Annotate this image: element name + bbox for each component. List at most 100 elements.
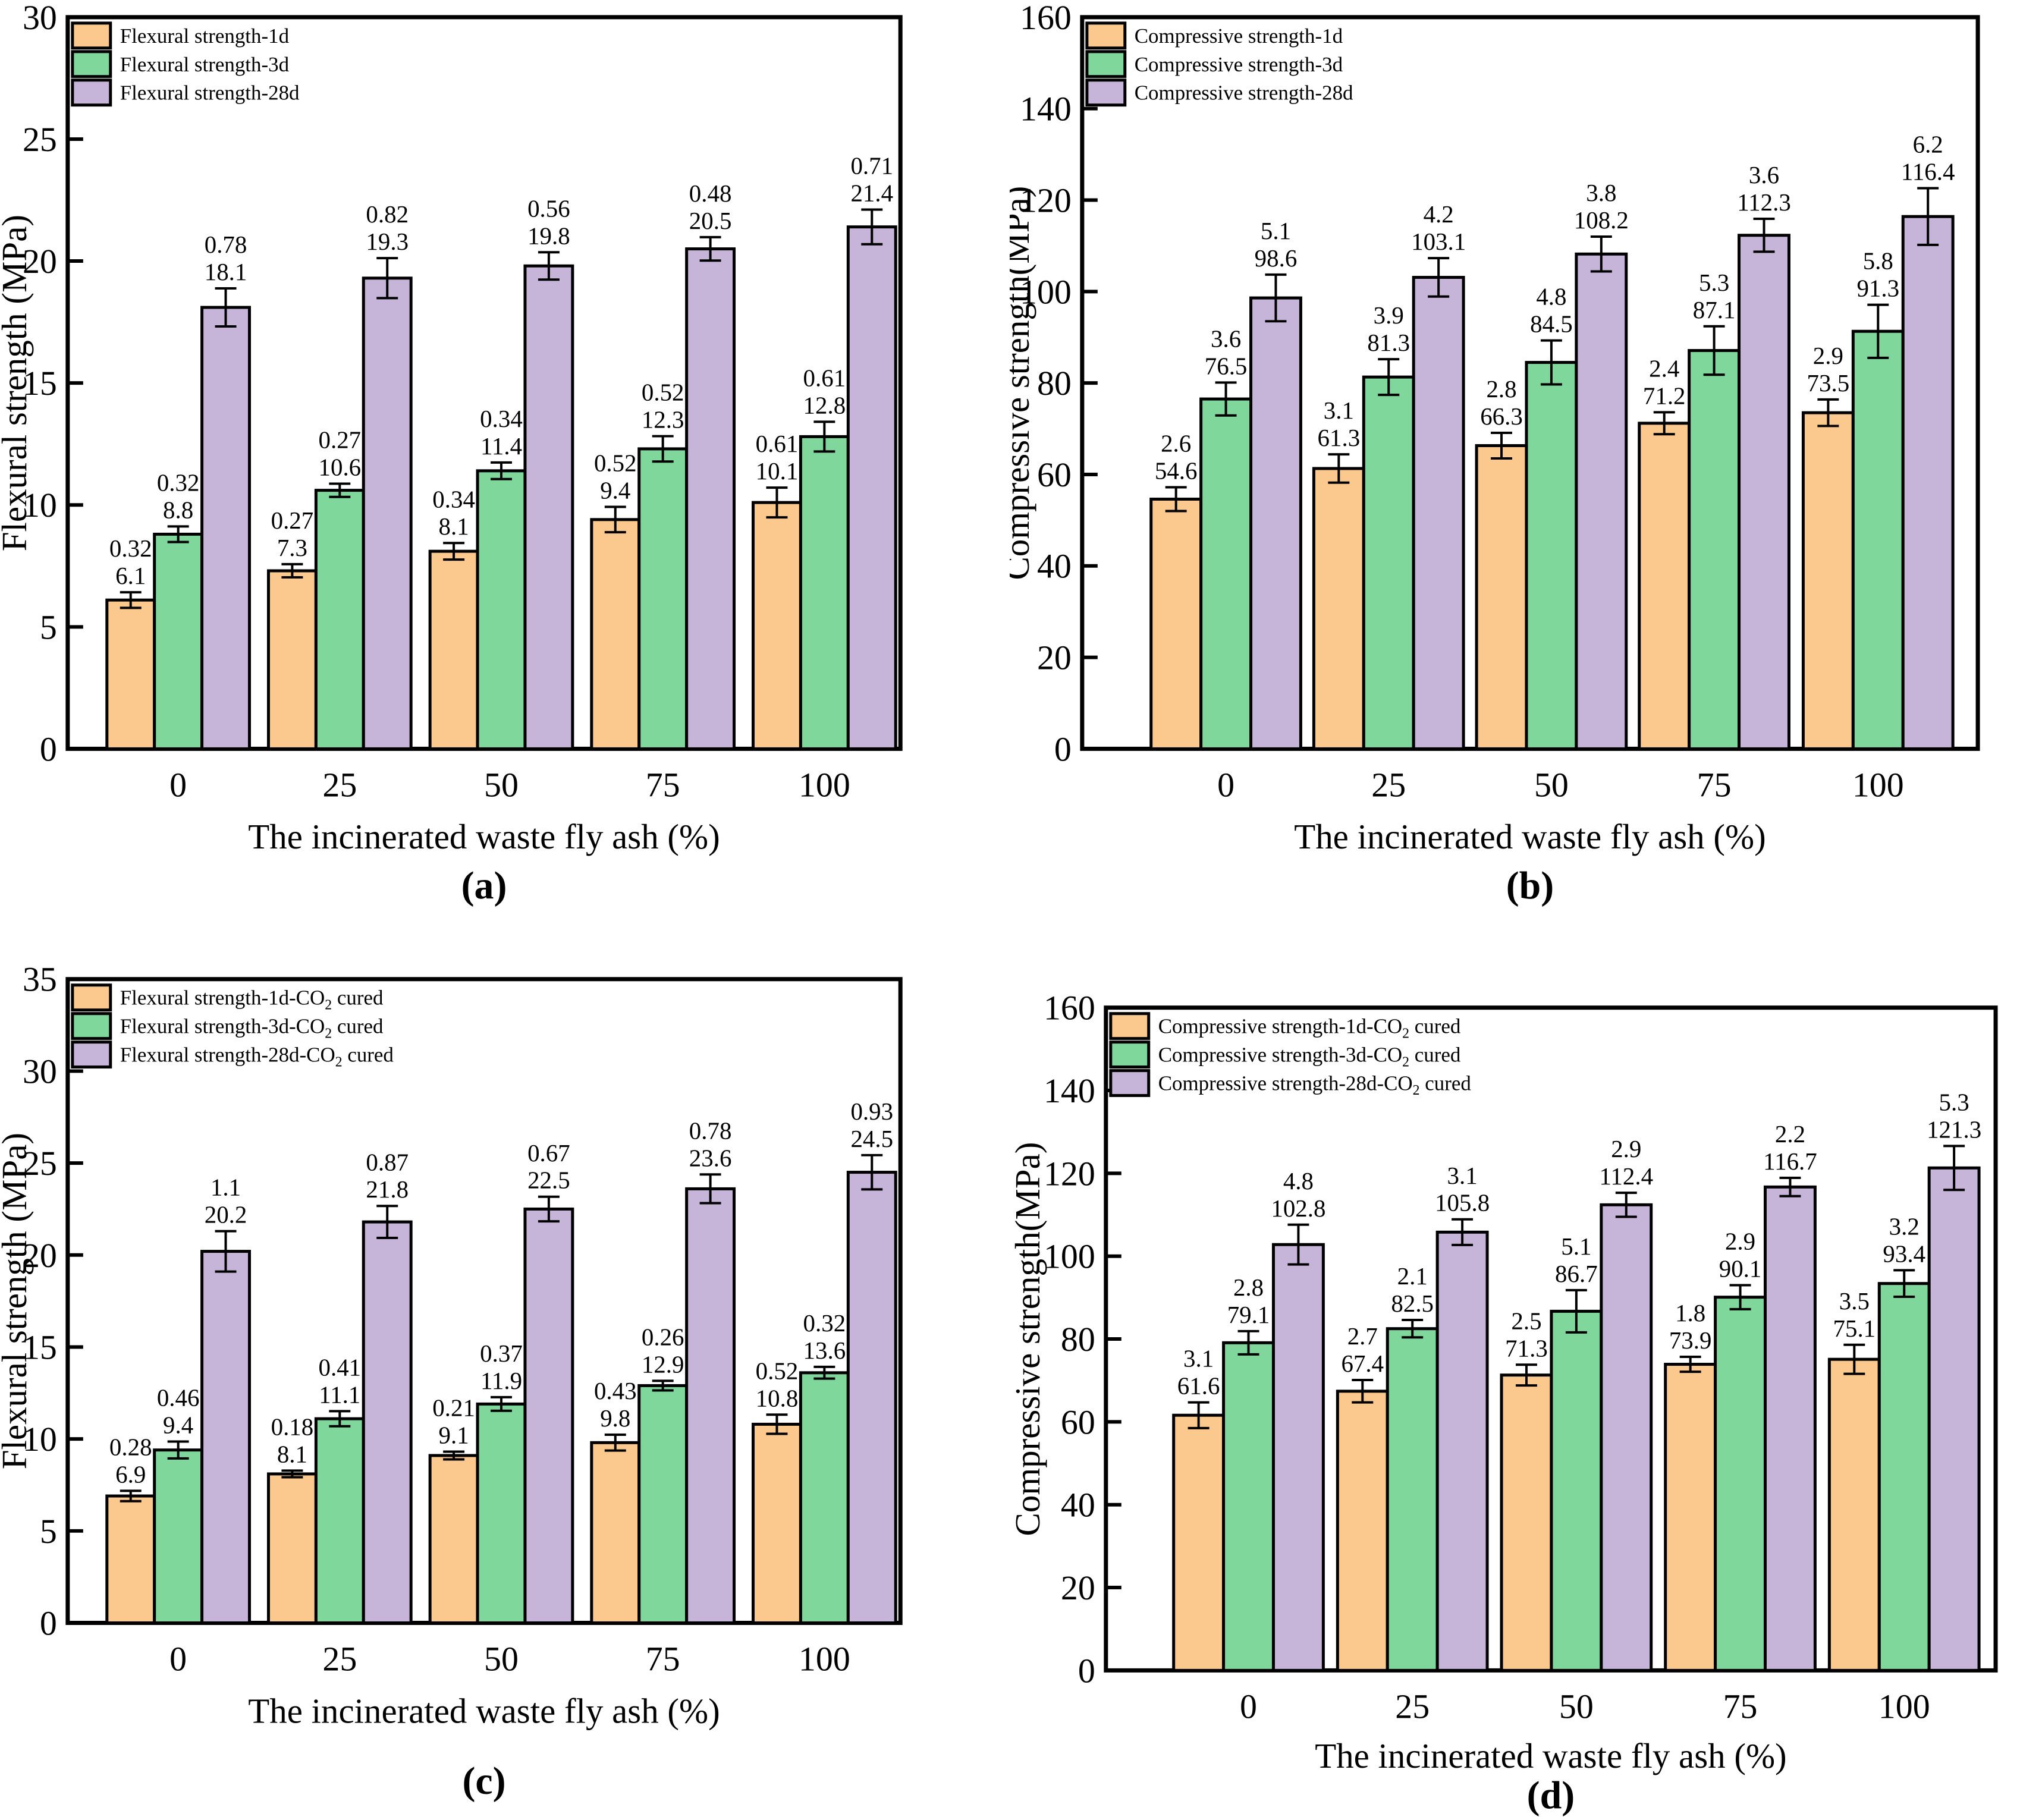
legend-label: Flexural strength-3d: [120, 53, 290, 76]
value-label: 93.4: [1883, 1240, 1925, 1267]
y-tick-label: 0: [1078, 1651, 1095, 1690]
error-label: 2.1: [1397, 1263, 1428, 1290]
bar: [153, 1448, 204, 1624]
bar: [428, 549, 479, 750]
bar: [1738, 234, 1790, 750]
x-axis-title: The incinerated waste fly ash (%): [1294, 817, 1765, 856]
bar: [1664, 1363, 1717, 1672]
bar: [752, 501, 802, 750]
legend-label: Flexural strength-28d-CO2 cured: [120, 1043, 394, 1070]
y-tick-label: 80: [1037, 364, 1072, 403]
error-label: 0.56: [527, 195, 570, 222]
error-label: 0.41: [319, 1354, 362, 1381]
error-label: 0.71: [850, 153, 893, 180]
y-tick-label: 40: [1061, 1486, 1095, 1524]
y-tick-label: 10: [23, 1420, 57, 1458]
bar: [846, 225, 897, 750]
bar: [428, 1454, 479, 1624]
error-label: 0.32: [157, 469, 200, 496]
x-tick-label: 50: [1534, 765, 1569, 804]
bar: [637, 1384, 689, 1624]
y-tick-label: 25: [23, 120, 57, 159]
error-label: 3.8: [1586, 180, 1616, 206]
y-tick-label: 20: [1037, 639, 1072, 677]
value-label: 20.5: [689, 208, 732, 234]
error-label: 3.9: [1374, 302, 1404, 329]
legend-swatch: [71, 983, 112, 1012]
legend: Flexural strength-1d Flexural strength-3d…: [71, 21, 300, 107]
x-tick-label: 25: [1395, 1687, 1430, 1725]
bar: [1827, 1357, 1881, 1672]
value-label: 9.1: [439, 1422, 469, 1449]
legend-swatch: [71, 1041, 112, 1069]
error-label: 0.87: [366, 1149, 409, 1175]
y-tick-label: 5: [40, 1512, 57, 1551]
value-label: 54.6: [1155, 458, 1198, 485]
bar: [1312, 467, 1365, 750]
bar: [1927, 1166, 1981, 1672]
bar: [1500, 1373, 1553, 1672]
value-label: 23.6: [689, 1145, 732, 1171]
bar: [846, 1171, 897, 1624]
y-axis: 0 20 40 60 80 100 120 140 160: [1020, 0, 1098, 768]
bar: [1412, 275, 1465, 750]
value-label: 18.1: [205, 259, 247, 285]
x-axis-title: The incinerated waste fly ash (%): [248, 817, 720, 856]
error-label: 2.6: [1161, 430, 1191, 457]
error-label: 0.26: [642, 1324, 684, 1350]
y-tick-label: 60: [1061, 1403, 1095, 1441]
x-tick-label: 50: [484, 1639, 519, 1678]
y-tick-label: 5: [40, 608, 57, 646]
error-label: 3.6: [1211, 325, 1241, 352]
error-label: 5.3: [1939, 1089, 1969, 1115]
error-label: 3.1: [1183, 1346, 1214, 1372]
legend-label: Flexural strength-1d-CO2 cured: [120, 986, 384, 1013]
value-label: 71.2: [1643, 382, 1686, 409]
y-tick-label: 20: [23, 242, 57, 281]
value-label: 22.5: [527, 1167, 570, 1194]
bar: [476, 469, 527, 750]
x-tick-label: 100: [799, 765, 850, 804]
y-tick-label: 35: [23, 960, 57, 999]
x-tick-label: 75: [1723, 1687, 1758, 1725]
legend: Flexural strength-1d-CO2 cured Flexural s…: [71, 983, 394, 1070]
legend-swatch: [1085, 78, 1127, 107]
bar: [266, 1472, 318, 1624]
bars-1d: 3.161.6 2.767.4 2.571.3 1.873.9 3.575.1: [1172, 1288, 1881, 1672]
legend-label: Compressive strength-28d-CO2 cured: [1158, 1072, 1472, 1099]
bars-3d: 3.676.5 3.981.3 4.884.5 5.387.1 5.891.3: [1199, 248, 1905, 750]
bar: [799, 435, 850, 750]
y-tick-label: 160: [1044, 989, 1095, 1027]
bar: [1801, 411, 1855, 750]
value-label: 67.4: [1341, 1350, 1384, 1377]
y-tick-label: 30: [23, 1052, 57, 1090]
bar: [752, 1422, 802, 1624]
bar: [1851, 329, 1905, 750]
error-label: 0.93: [850, 1098, 893, 1125]
error-label: 0.34: [480, 406, 523, 432]
error-label: 0.32: [803, 1310, 846, 1337]
y-tick-label: 160: [1020, 0, 1072, 37]
panel-letter: (a): [461, 864, 507, 907]
value-label: 75.1: [1833, 1315, 1876, 1342]
bar: [1688, 349, 1741, 750]
value-label: 61.3: [1318, 425, 1361, 451]
bar: [1172, 1413, 1226, 1672]
legend-label: Compressive strength-3d: [1135, 53, 1343, 76]
bar: [1525, 361, 1578, 750]
error-label: 0.78: [689, 1117, 732, 1144]
value-label: 11.1: [319, 1381, 360, 1408]
bars-1d: 2.654.6 3.161.3 2.866.3 2.471.2 2.973.5: [1149, 342, 1855, 750]
value-label: 112.4: [1599, 1163, 1653, 1190]
error-label: 3.1: [1447, 1162, 1478, 1189]
x-axis-title: The incinerated waste fly ash (%): [248, 1691, 720, 1730]
value-label: 11.4: [480, 433, 522, 460]
legend-swatch: [1109, 1041, 1151, 1069]
bar: [1600, 1203, 1653, 1672]
x-tick-label: 25: [1371, 765, 1406, 804]
bar: [1199, 397, 1253, 750]
y-tick-label: 20: [23, 1236, 57, 1275]
